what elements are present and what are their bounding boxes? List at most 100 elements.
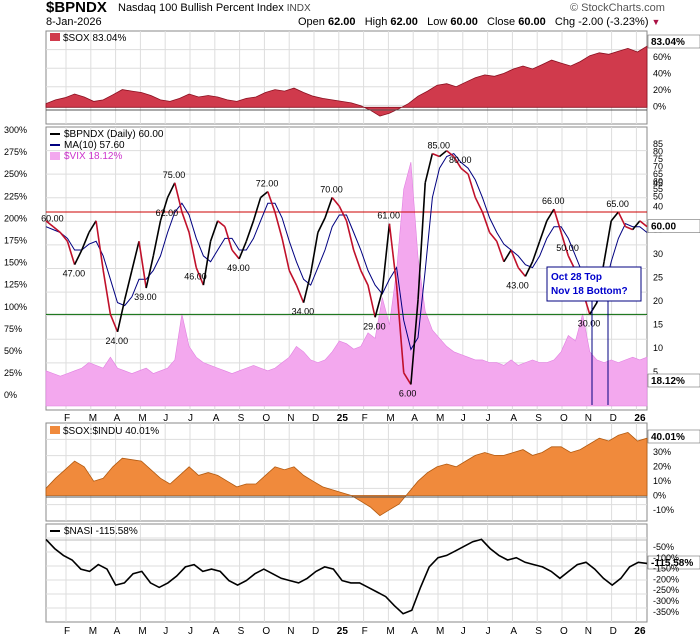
bottom-month-label: 25 — [337, 626, 349, 637]
bpndx-segment — [610, 211, 620, 222]
bpndx-segment — [495, 241, 505, 262]
bpndx-segment — [546, 208, 555, 222]
bpndx-annotation: 66.00 — [542, 196, 565, 206]
bpndx-segment — [395, 285, 405, 373]
month-label: A — [213, 413, 220, 424]
bpndx-segment — [460, 167, 469, 175]
bpndx-segment — [481, 211, 491, 233]
nasi-legend: $NASI -115.58% — [64, 526, 138, 537]
bpndx-segment — [453, 156, 462, 169]
bpndx-segment — [617, 211, 627, 228]
sox-last-label: 83.04% — [651, 37, 685, 48]
bpndx-segment — [59, 232, 69, 242]
ratio-y-tick: -10% — [653, 505, 674, 515]
bpndx-segment — [381, 223, 391, 292]
bottom-month-label: F — [362, 626, 368, 637]
chg-label: Chg — [554, 16, 576, 28]
bpndx-segment — [560, 232, 570, 257]
bpndx-segment — [317, 217, 326, 233]
bpndx-segment — [181, 211, 190, 233]
stockcharts-brand: © StockCharts.com — [570, 2, 665, 14]
ma10-line — [45, 152, 648, 351]
bpndx-segment — [231, 249, 240, 260]
right-y-tick: 15 — [653, 320, 663, 330]
bottom-month-label: F — [64, 626, 70, 637]
nasi-y-tick: -200% — [653, 574, 679, 584]
month-label: J — [461, 413, 466, 424]
bpndx-segment — [474, 197, 484, 213]
month-label: O — [560, 413, 568, 424]
bpndx-segment — [424, 153, 434, 184]
ratio-area — [45, 431, 648, 517]
bpndx-segment — [252, 197, 262, 222]
bpndx-segment — [625, 225, 633, 231]
nasi-last-label: -115.58% — [651, 558, 693, 569]
bpndx-segment — [73, 249, 83, 266]
bpndx-segment — [488, 232, 498, 242]
ma10-legend: MA(10) 57.60 — [64, 140, 125, 151]
right-y-tick: 40 — [653, 202, 663, 212]
close-label: Close — [487, 16, 516, 28]
ratio-y-tick: 20% — [653, 462, 671, 472]
bpndx-annotation: 49.00 — [227, 263, 250, 273]
bpndx-segment — [295, 284, 305, 303]
left-y-tick: 175% — [4, 236, 27, 246]
bpndx-annotation: 47.00 — [63, 269, 86, 279]
bpndx-segment — [274, 211, 283, 239]
high-value: 62.00 — [390, 16, 418, 28]
sox-legend-swatch — [50, 33, 60, 41]
month-label: S — [535, 413, 542, 424]
vix-last-label-box — [647, 373, 700, 388]
bpndx-annotation: 85.00 — [428, 141, 451, 151]
bpndx-segment — [138, 241, 147, 289]
bpndx-annotation: 39.00 — [134, 292, 157, 302]
ohlc-readout: Open 62.00 High 62.00 Low 60.00 Close 60… — [298, 16, 660, 28]
bpndx-annotation: 29.00 — [363, 321, 386, 331]
bpndx-annotation: 75.00 — [163, 170, 186, 180]
bpndx-segment — [288, 270, 298, 286]
bpndx-segment — [503, 249, 512, 263]
left-y-tick: 100% — [4, 302, 27, 312]
left-y-tick: 75% — [4, 324, 22, 334]
right-y-tick: 65 — [653, 169, 663, 179]
bottom-month-label: D — [312, 626, 319, 637]
bpndx-segment — [639, 220, 648, 228]
right-y-tick: 20 — [653, 296, 663, 306]
bpndx-segment — [324, 197, 333, 219]
bottom-month-label: 26 — [634, 626, 646, 637]
bpndx-segment — [553, 208, 562, 233]
left-y-tick: 125% — [4, 280, 27, 290]
nasi-y-tick: -150% — [653, 564, 679, 574]
low-label: Low — [427, 16, 448, 28]
bpndx-segment — [531, 241, 541, 262]
right-y-tick: 10 — [653, 343, 663, 353]
bpndx-segment — [145, 255, 155, 289]
bpndx-segment — [603, 220, 613, 262]
bpndx-segment — [446, 150, 455, 158]
open-value: 62.00 — [327, 16, 356, 28]
right-y-tick: 25 — [653, 272, 663, 282]
bpndx-segment — [331, 196, 340, 207]
bpndx-segment — [432, 152, 440, 158]
bpndx-segment — [374, 290, 384, 318]
month-label: O — [262, 413, 270, 424]
month-label: N — [585, 413, 592, 424]
bpndx-segment — [589, 302, 598, 315]
bpndx-segment — [66, 241, 76, 265]
bpndx-annotation: 46.00 — [184, 272, 207, 282]
bottom-month-label: M — [386, 626, 394, 637]
bottom-month-label: J — [163, 626, 168, 637]
exchange-label: INDX — [286, 3, 311, 14]
bpndx-segment — [410, 299, 419, 385]
month-label: A — [411, 413, 418, 424]
bpndx-segment — [52, 226, 61, 234]
chart-header: $BPNDX Nasdaq 100 Bullish Percent Index … — [0, 0, 700, 30]
bpndx-segment — [309, 232, 319, 274]
month-label: J — [486, 413, 491, 424]
bpndx-segment — [152, 220, 162, 257]
bpndx-annotation: 65.00 — [606, 199, 629, 209]
bottom-month-label: J — [188, 626, 193, 637]
ratio-y-tick: 10% — [653, 476, 671, 486]
nasi-y-tick: -350% — [653, 607, 679, 617]
